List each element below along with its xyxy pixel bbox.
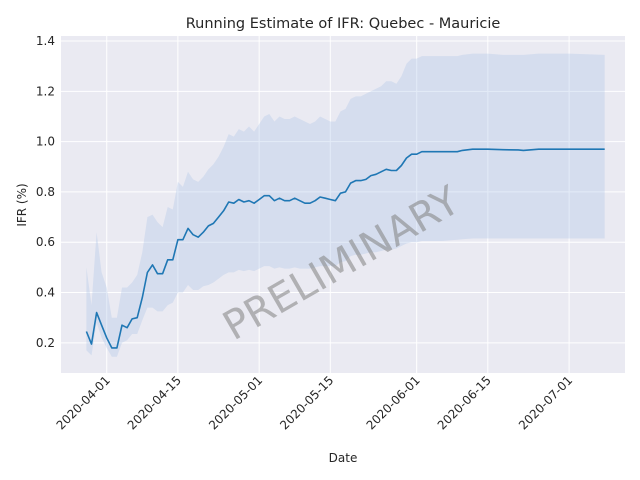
y-axis-title: IFR (%) <box>15 183 29 226</box>
y-tick-label: 0.8 <box>36 185 55 199</box>
chart-title: Running Estimate of IFR: Quebec - Mauric… <box>186 16 501 32</box>
y-tick-label: 0.4 <box>36 286 55 300</box>
plot-area <box>61 36 625 373</box>
y-tick-label: 1.0 <box>36 135 55 149</box>
grid-lines <box>61 36 625 373</box>
y-tick-label: 0.6 <box>36 235 55 249</box>
x-axis-title: Date <box>329 451 358 465</box>
confidence-band <box>86 53 605 357</box>
y-tick-label: 1.2 <box>36 84 55 98</box>
y-tick-label: 1.4 <box>36 34 55 48</box>
y-tick-label: 0.2 <box>36 336 55 350</box>
ifr-series-line <box>85 148 605 349</box>
